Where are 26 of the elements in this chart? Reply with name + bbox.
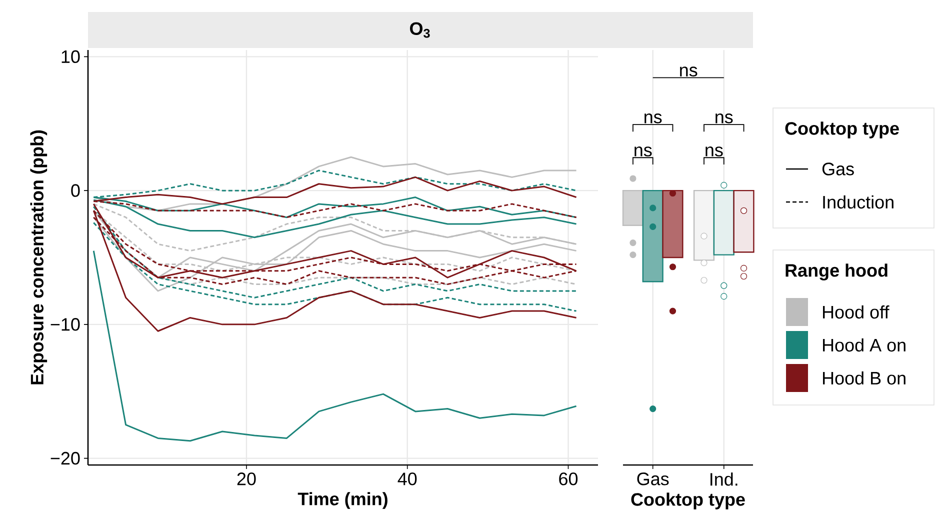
x-tick-label: Gas [637,472,669,486]
y-tick-label: −20 [50,452,80,465]
text: Induction [823,195,894,209]
annotation: ns [716,113,733,124]
line-series [92,250,578,442]
y-axis-title: Exposure concentration (ppb) [30,130,48,384]
x-tick-label: 20 [237,472,256,486]
legend-label: Hood B on [823,371,906,385]
legend-label: Hood A on [823,338,906,352]
y-tick-label: −10 [50,318,80,331]
x-tick-label: Ind. [710,472,738,486]
legend-label: Hood off [823,305,890,319]
legend-title: Cooktop type [785,122,899,138]
text: Gas [822,162,854,176]
annotation: ns [680,66,698,77]
x-axis-title: Time (min) [298,492,388,509]
x-tick-label: 60 [559,472,578,486]
annotation: ns [644,113,662,124]
annotation: ns [706,146,723,156]
legend-title: Range hood [786,264,888,280]
y-tick-label: 10 [62,50,80,64]
annotation: ns [634,146,652,156]
x-axis-title: Cooktop type [631,492,745,510]
y-tick-label: 0 [71,184,80,197]
chart-title: O$_{3}$ [410,22,430,38]
x-tick-label: 40 [398,472,417,486]
